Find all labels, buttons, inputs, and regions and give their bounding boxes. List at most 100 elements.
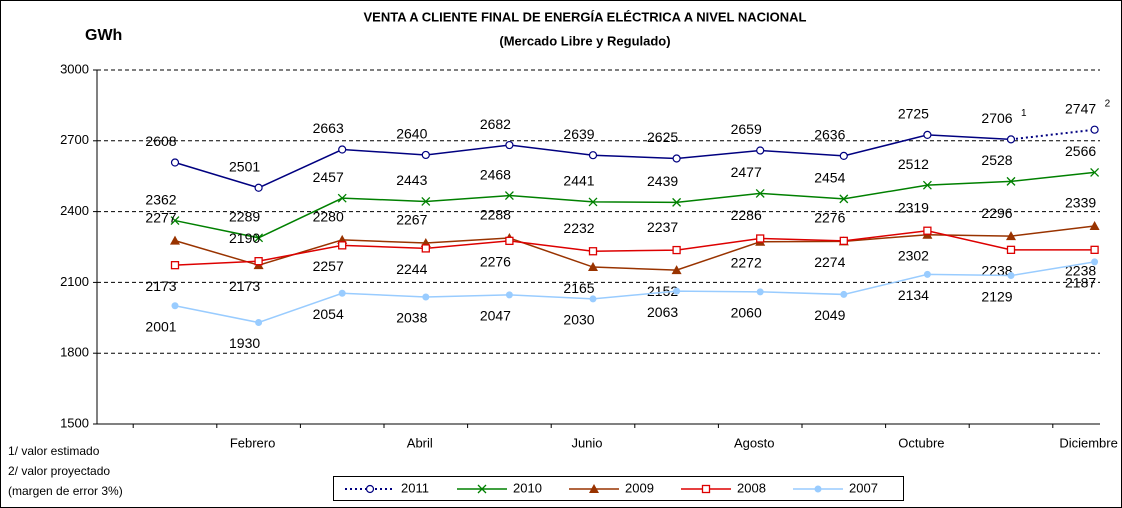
data-label: 2280	[313, 209, 344, 225]
legend-item: 2010	[457, 480, 542, 495]
marker	[338, 145, 347, 154]
data-label: 2276	[814, 210, 845, 226]
data-label: 2528	[981, 152, 1012, 168]
data-label: 2274	[814, 254, 845, 270]
series-line	[174, 225, 1095, 271]
data-label: 2173	[229, 278, 260, 294]
data-label: 2566	[1065, 143, 1096, 159]
data-label: 2134	[898, 287, 929, 303]
data-label: 2439	[647, 173, 678, 189]
chart-title: VENTA A CLIENTE FINAL DE ENERGÍA ELÉCTRI…	[364, 9, 807, 24]
marker	[701, 484, 711, 494]
marker	[365, 484, 375, 494]
data-label: 2152	[647, 283, 678, 299]
data-label: 2267	[396, 212, 427, 228]
y-tick-label: 1800	[60, 345, 89, 360]
data-label: 2244	[396, 261, 427, 277]
marker	[255, 319, 263, 327]
marker	[923, 226, 932, 235]
data-label: 2747	[1065, 100, 1096, 116]
marker	[672, 245, 681, 255]
x-tick-label: Agosto	[734, 435, 774, 450]
data-label: 2608	[145, 133, 176, 149]
marker	[1006, 135, 1016, 144]
data-label: 2457	[313, 169, 344, 185]
marker	[170, 235, 180, 245]
marker	[338, 241, 347, 250]
data-label: 2049	[814, 307, 845, 323]
data-label: 2187	[1065, 275, 1096, 291]
footnote: 2/ valor proyectado	[8, 464, 110, 478]
data-label: 2054	[313, 306, 344, 322]
marker	[421, 150, 430, 160]
legend-item: 2008	[681, 480, 766, 495]
marker	[505, 236, 514, 246]
chart-subtitle: (Mercado Libre y Regulado)	[499, 33, 670, 48]
marker	[1006, 231, 1016, 241]
marker	[1090, 245, 1099, 254]
data-label: 2319	[898, 199, 929, 215]
marker	[1006, 176, 1016, 186]
marker	[170, 216, 180, 226]
data-label: 2501	[229, 158, 260, 174]
data-label: 2173	[145, 278, 176, 294]
data-label: 2047	[480, 308, 511, 324]
footnote: 1/ valor estimado	[8, 444, 100, 458]
annotation: 1	[1021, 108, 1027, 119]
data-label: 2288	[480, 207, 511, 223]
marker	[814, 485, 822, 493]
marker	[672, 197, 682, 207]
data-label: 2636	[814, 127, 845, 143]
marker	[922, 180, 932, 190]
data-label: 2232	[563, 220, 594, 236]
marker	[589, 484, 599, 493]
data-label: 2276	[480, 254, 511, 270]
series-line	[174, 229, 1095, 266]
data-label: 2277	[145, 209, 176, 225]
marker	[171, 302, 179, 310]
data-label: 2237	[647, 219, 678, 235]
legend-label: 2008	[737, 480, 766, 495]
marker	[170, 158, 180, 167]
y-tick-label: 2100	[60, 274, 89, 289]
marker	[504, 191, 514, 201]
y-tick-label: 3000	[60, 61, 89, 76]
legend-label: 2011	[401, 480, 429, 495]
x-tick-label: Diciembre	[1059, 435, 1118, 450]
data-label: 2339	[1065, 195, 1096, 211]
data-label: 2663	[313, 120, 344, 136]
marker	[254, 257, 263, 266]
marker	[756, 234, 765, 243]
data-label: 2443	[396, 172, 427, 188]
data-label: 2441	[563, 173, 594, 189]
data-label: 2468	[480, 166, 511, 182]
marker	[505, 140, 514, 150]
marker	[254, 183, 263, 192]
data-label: 2682	[480, 116, 511, 132]
marker	[1089, 220, 1100, 230]
data-label: 2001	[145, 318, 176, 334]
marker	[1091, 258, 1099, 266]
data-label: 2257	[313, 258, 344, 274]
annotation: 2	[1105, 98, 1111, 109]
data-label: 2063	[647, 304, 678, 320]
x-tick-label: Febrero	[230, 435, 276, 450]
marker	[755, 188, 765, 198]
marker	[588, 247, 598, 256]
marker	[422, 293, 430, 301]
data-label: 2640	[396, 126, 427, 142]
legend-item: 2007	[793, 480, 878, 495]
marker	[1090, 125, 1099, 134]
data-label: 2706	[981, 110, 1012, 126]
data-label: 2362	[145, 191, 176, 207]
data-label: 2454	[814, 170, 845, 186]
marker	[421, 196, 431, 206]
footnote: (margen de error 3%)	[8, 484, 123, 498]
data-label: 2129	[981, 288, 1012, 304]
data-label: 2289	[229, 208, 260, 224]
marker	[589, 295, 597, 303]
series-line	[174, 261, 1095, 324]
marker	[505, 291, 513, 299]
